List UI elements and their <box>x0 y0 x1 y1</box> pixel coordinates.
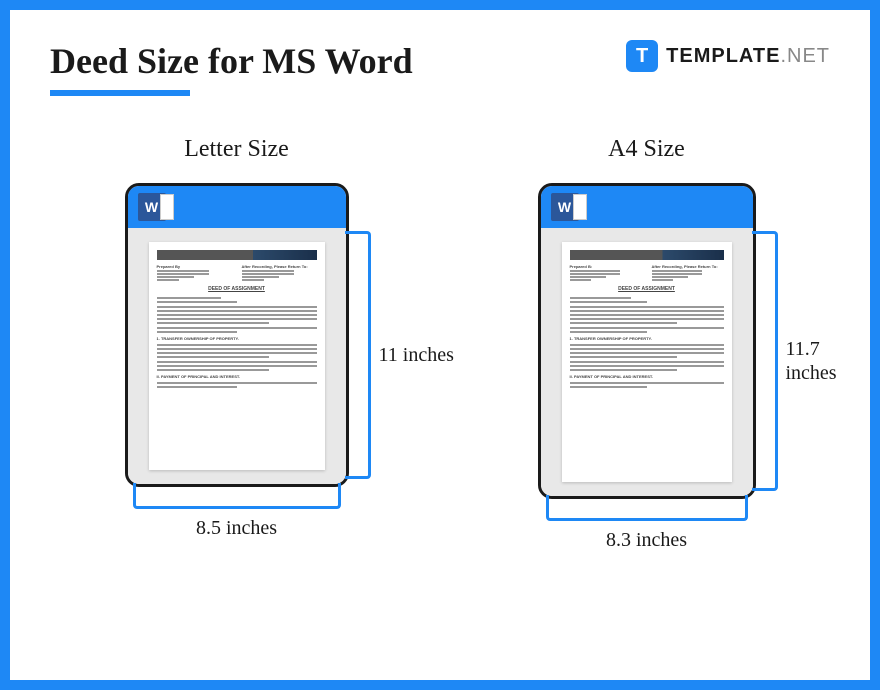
infographic-container: Deed Size for MS Word T TEMPLATE.NET Let… <box>0 0 880 690</box>
letter-size-label: Letter Size <box>184 136 289 163</box>
ms-word-icon: W <box>138 193 166 221</box>
section-2: II. PAYMENT OF PRINCIPAL AND INTEREST. <box>157 374 317 379</box>
brand-logo: T TEMPLATE.NET <box>626 40 830 72</box>
section-2: II. PAYMENT OF PRINCIPAL AND INTEREST. <box>570 374 724 379</box>
page-header-cols: Prepared B: After Recording, Please Retu… <box>570 264 724 282</box>
height-label: 11 inches <box>379 344 454 367</box>
letter-doc-frame: W Prepared By After Recording <box>125 183 349 487</box>
prepared-by-label: Prepared By <box>157 264 232 269</box>
header: Deed Size for MS Word T TEMPLATE.NET <box>50 40 830 96</box>
letter-doc-body: Prepared By After Recording, Please Retu… <box>128 228 346 484</box>
page-banner <box>570 250 724 260</box>
return-to-label: After Recording, Please Return To: <box>652 264 724 269</box>
title-block: Deed Size for MS Word <box>50 40 413 96</box>
a4-size-column: A4 Size W Prepared B: <box>538 136 756 499</box>
width-dimension: 8.5 inches <box>133 493 341 509</box>
ms-word-icon: W <box>551 193 579 221</box>
documents-row: Letter Size W Prepared By <box>50 136 830 499</box>
height-label: 11.7inches <box>786 337 837 385</box>
section-1: 1. TRANSFER OWNERSHIP OF PROPERTY. <box>157 336 317 341</box>
a4-size-label: A4 Size <box>608 136 685 163</box>
page-header-cols: Prepared By After Recording, Please Retu… <box>157 264 317 282</box>
height-dimension: 11 inches <box>355 231 371 479</box>
a4-page-preview: Prepared B: After Recording, Please Retu… <box>562 242 732 482</box>
letter-size-column: Letter Size W Prepared By <box>125 136 349 499</box>
page-banner <box>157 250 317 260</box>
letter-doc-wrap: W Prepared By After Recording <box>125 183 349 487</box>
title-underline <box>50 90 190 96</box>
a4-doc-frame: W Prepared B: After Recording <box>538 183 756 499</box>
return-to-label: After Recording, Please Return To: <box>242 264 317 269</box>
main-title: Deed Size for MS Word <box>50 40 413 82</box>
a4-doc-body: Prepared B: After Recording, Please Retu… <box>541 228 753 496</box>
height-dimension: 11.7inches <box>762 231 778 491</box>
a4-doc-wrap: W Prepared B: After Recording <box>538 183 756 499</box>
prepared-by-label: Prepared B: <box>570 264 642 269</box>
word-titlebar: W <box>541 186 753 228</box>
section-1: 1. TRANSFER OWNERSHIP OF PROPERTY. <box>570 336 724 341</box>
brand-name: TEMPLATE.NET <box>666 45 830 68</box>
deed-title: DEED OF ASSIGNMENT <box>570 286 724 293</box>
word-titlebar: W <box>128 186 346 228</box>
width-dimension: 8.3 inches <box>546 505 748 521</box>
letter-page-preview: Prepared By After Recording, Please Retu… <box>149 242 325 470</box>
width-label: 8.5 inches <box>196 517 277 540</box>
width-label: 8.3 inches <box>606 529 687 552</box>
brand-icon: T <box>626 40 658 72</box>
deed-title: DEED OF ASSIGNMENT <box>157 286 317 293</box>
